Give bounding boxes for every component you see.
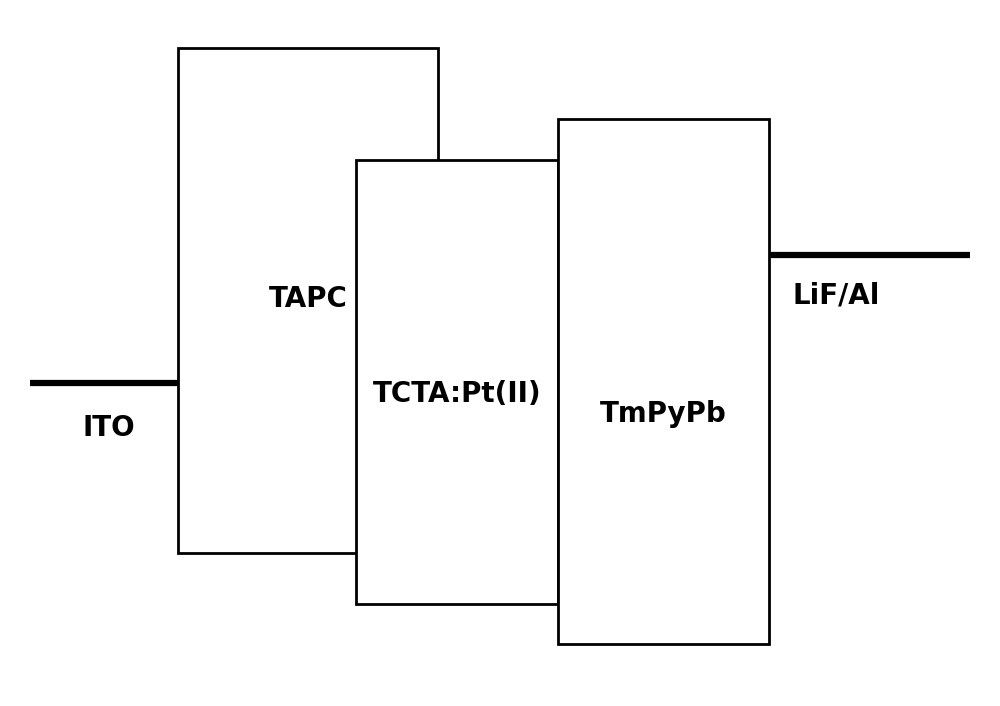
Text: LiF/Al: LiF/Al <box>793 282 880 309</box>
Text: TCTA:Pt(II): TCTA:Pt(II) <box>372 380 541 407</box>
Bar <box>178 48 438 553</box>
Text: ITO: ITO <box>82 414 135 441</box>
Bar <box>558 119 769 645</box>
Bar <box>356 160 558 604</box>
Text: TmPyPb: TmPyPb <box>600 400 727 428</box>
Text: TAPC: TAPC <box>269 285 347 313</box>
